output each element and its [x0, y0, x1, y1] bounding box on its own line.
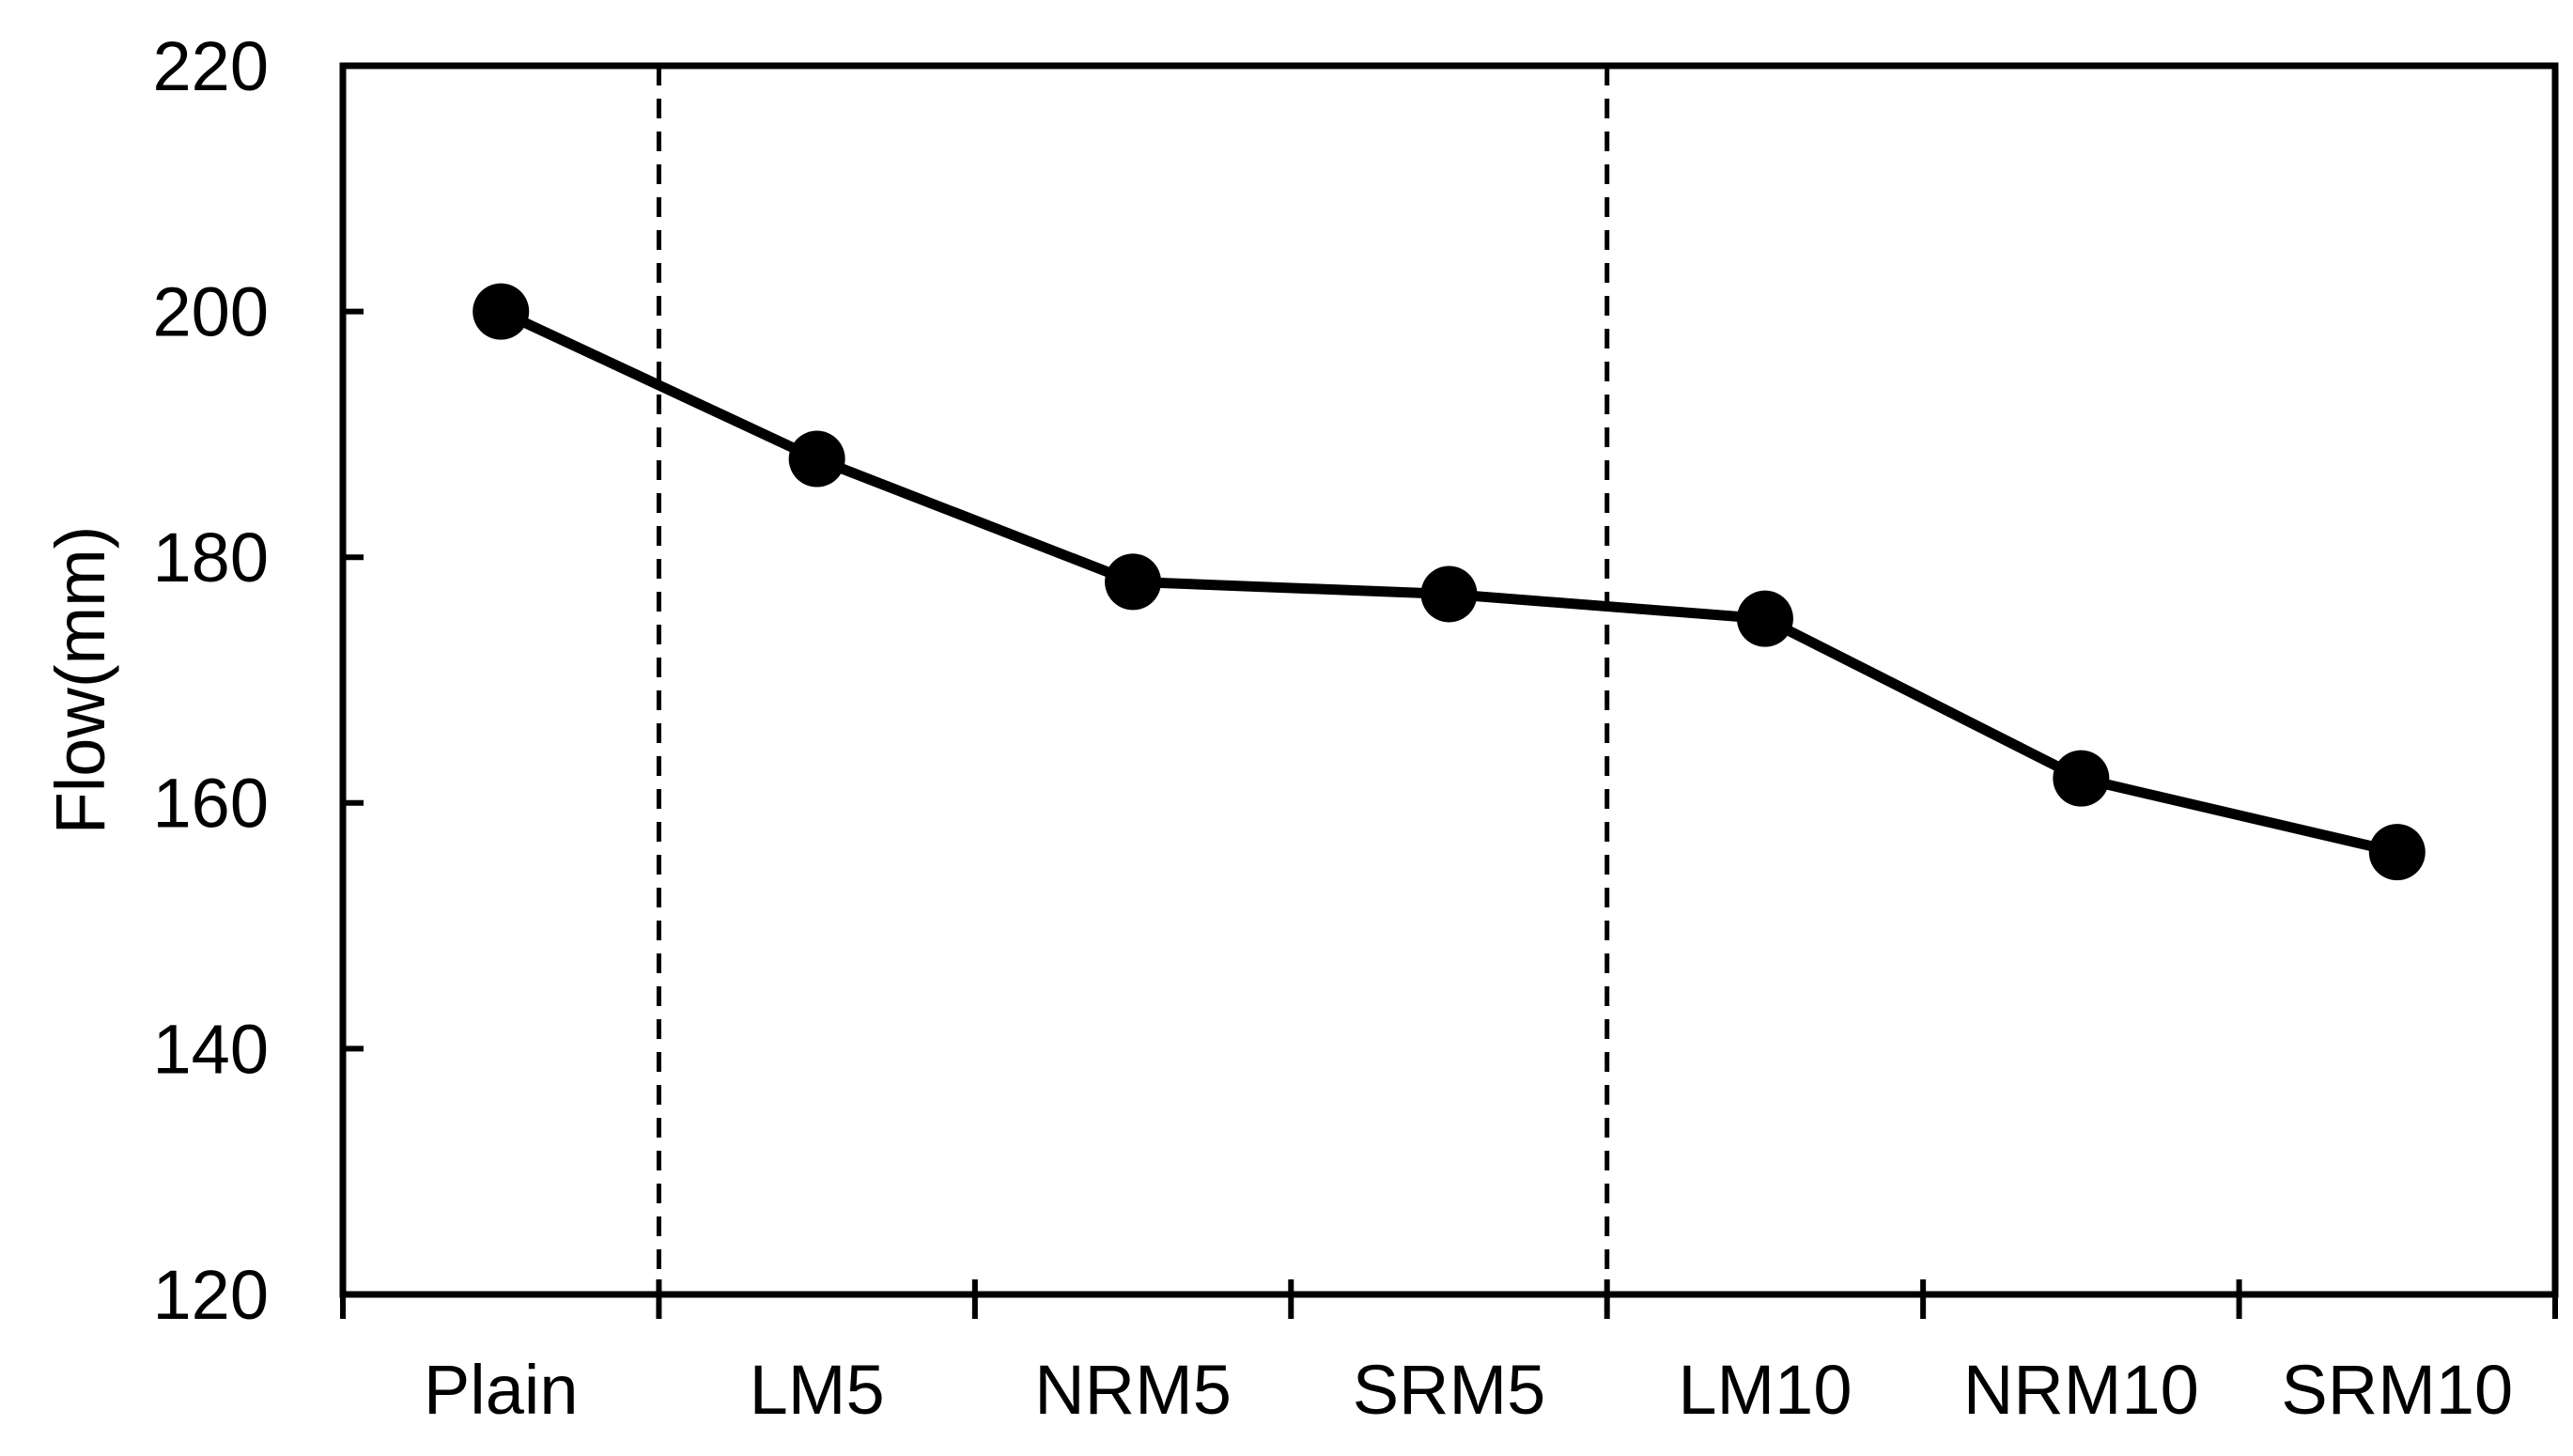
data-point-srm5	[1420, 565, 1478, 623]
y-axis-tick-label: 220	[153, 27, 269, 105]
y-axis-tick-label: 140	[153, 1010, 269, 1088]
category-label-plain: Plain	[424, 1351, 579, 1429]
category-label-srm5: SRM5	[1353, 1351, 1546, 1429]
category-label-lm5: LM5	[750, 1351, 885, 1429]
data-point-lm10	[1736, 590, 1793, 647]
category-label-nrm10: NRM10	[1963, 1351, 2199, 1429]
category-label-lm10: LM10	[1678, 1351, 1852, 1429]
plot-border	[339, 62, 2559, 1298]
category-label-srm10: SRM10	[2281, 1351, 2513, 1429]
category-label-nrm5: NRM5	[1034, 1351, 1232, 1429]
data-point-srm10	[2368, 824, 2426, 881]
data-point-lm5	[788, 430, 845, 488]
y-axis-title: Flow(mm)	[41, 526, 119, 835]
y-axis-tick-label: 200	[153, 273, 269, 351]
y-axis-tick-label: 160	[153, 765, 269, 843]
data-point-nrm5	[1105, 553, 1162, 611]
data-point-plain	[473, 283, 530, 340]
data-point-nrm10	[2053, 750, 2110, 807]
y-axis-tick-label: 180	[153, 519, 269, 596]
y-axis-tick-label: 120	[153, 1256, 269, 1334]
